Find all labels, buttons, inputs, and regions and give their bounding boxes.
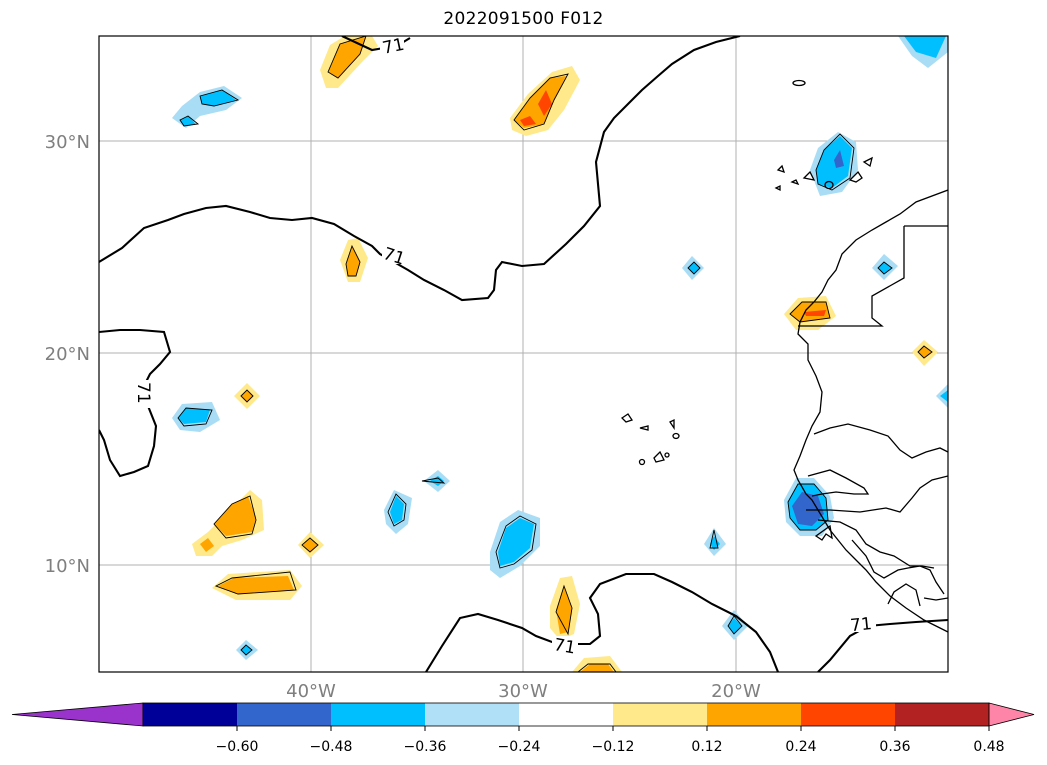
coastlines [620,79,948,633]
map-content: 71 71 71 71 71 [99,35,948,672]
colorbar-tick-label: −0.60 [216,739,259,755]
positive-anomaly [218,576,294,594]
colorbar-tick-label: 0.24 [785,739,816,755]
colorbar-frame [142,702,990,727]
island [802,170,816,181]
label-bg [382,244,408,264]
colorbar-tick-label: 0.48 [973,739,1004,755]
lon-label-30w: 30°W [498,681,548,702]
negative-anomaly [904,36,946,58]
colorbar-bin [895,703,989,726]
colorbar-bin [801,703,895,726]
colorbar-bin [425,703,519,726]
positive-anomaly [804,310,826,316]
colorbar: −0.60 −0.48 −0.36 −0.24 −0.12 0.12 0.24 0.36 0.4… [11,702,1035,755]
map-title: 2022091500 F012 [443,9,604,29]
gridlines [99,36,948,672]
colorbar-bin [707,703,801,726]
positive-anomaly [538,90,552,116]
contour-label: 71 [849,614,873,636]
negative-anomaly [792,492,824,526]
island [776,164,786,174]
contour-line [99,36,741,302]
contour-label: 71 [381,35,406,59]
lat-label-10n: 10°N [45,556,90,577]
label-bg [848,612,876,632]
positive-anomaly [580,664,614,672]
colorbar-bin [613,703,707,726]
island [620,413,634,423]
lon-label-40w: 40°W [286,681,336,702]
island [669,418,675,431]
island [653,450,665,463]
lat-label-20n: 20°N [45,344,90,365]
island [774,184,781,192]
contour-label: 71 [552,635,577,658]
border [923,597,948,601]
contour-labels: 71 71 71 71 71 [133,35,876,659]
colorbar-tick-label: −0.36 [404,739,447,755]
island [848,170,863,183]
negative-anomaly [390,496,404,524]
negative-anomaly [940,390,948,402]
island [638,458,646,466]
positive-anomaly [214,496,256,536]
colorbar-tick-label: −0.48 [310,739,353,755]
negative-anomaly [430,476,444,486]
border [807,469,870,497]
negative-anomaly [816,136,852,188]
colorbar-tick-label: 0.12 [691,739,722,755]
label-bg [134,380,152,408]
colorbar-bin [331,703,425,726]
island [824,180,834,190]
island [672,432,680,440]
negative-anomaly [178,408,210,424]
anomaly-outlines [177,36,933,672]
colorbar-tick-label: −0.24 [498,739,541,755]
positive-anomaly [303,538,318,552]
coast-africa [793,189,948,633]
contour-line [425,572,779,672]
lon-label-20w: 20°W [711,681,761,702]
positive-anomaly [520,116,536,126]
island [862,156,873,168]
border [813,423,948,459]
island [814,524,833,541]
negative-anomaly [834,150,844,168]
latitude-labels: 30°N 20°N 10°N [45,132,90,577]
label-bg [552,636,578,656]
positive-anomaly [328,36,366,78]
border [851,539,945,595]
colorbar-extend-max [988,702,1035,727]
label-bg [380,36,404,54]
island [664,452,670,458]
colorbar-extend-min [11,702,144,727]
contour-label: 71 [133,382,153,404]
colorbar-bin [237,703,331,726]
negative-anomaly [498,518,534,566]
border [806,475,948,513]
colorbar-bin [143,703,237,726]
border [887,583,921,607]
positive-anomaly [200,538,214,552]
colorbar-tick-label: 0.36 [879,739,910,755]
island [790,179,800,186]
colorbar-bin [519,703,613,726]
map-frame [98,35,949,673]
colorbar-tick-label: −0.12 [592,739,635,755]
island [792,79,806,87]
border [798,226,905,327]
island [639,425,649,431]
longitude-labels: 40°W 30°W 20°W [286,681,761,702]
lat-label-30n: 30°N [45,132,90,153]
